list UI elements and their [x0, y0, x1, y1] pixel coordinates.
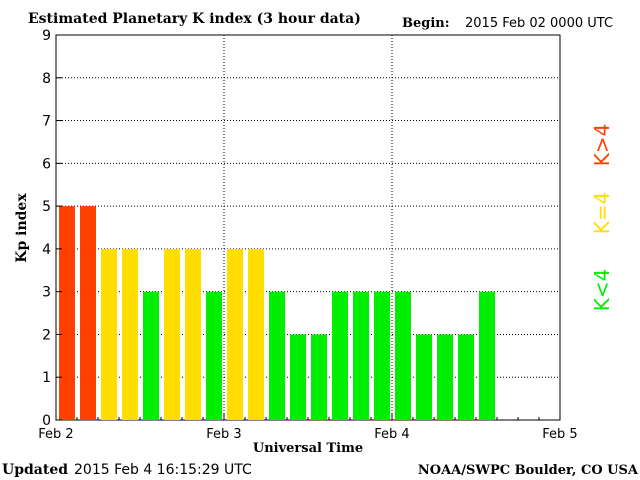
y-tick-label: 5 [42, 199, 51, 215]
kp-bar [395, 291, 411, 420]
x-ticks: Feb 2 Feb 3 Feb 4 Feb 5 [38, 414, 578, 442]
y-tick-label: 8 [42, 71, 51, 87]
x-tick-label: Feb 5 [542, 427, 577, 442]
legend-mid: K=4 [590, 192, 614, 235]
x-tick-label: Feb 2 [38, 427, 73, 442]
y-tick-label: 1 [42, 370, 51, 386]
y-tick-label: 7 [42, 114, 51, 130]
kp-bar [80, 206, 96, 420]
kp-bar [374, 291, 390, 420]
kp-bar [206, 291, 222, 420]
updated-label: Updated [2, 462, 68, 478]
kp-bar [416, 334, 432, 420]
kp-bar [479, 291, 495, 420]
kp-bar [185, 248, 201, 420]
x-tick-label: Feb 3 [206, 427, 241, 442]
kp-bar [59, 206, 75, 420]
kp-bar [332, 291, 348, 420]
legend-high: K>4 [590, 124, 614, 167]
grid-lines [56, 35, 560, 420]
plot-area [55, 34, 561, 421]
y-tick-label: 9 [42, 28, 51, 44]
kp-bar [227, 248, 243, 420]
y-tick-label: 6 [42, 156, 51, 172]
kp-bar [353, 291, 369, 420]
y-ticks: 0 1 2 3 4 5 6 7 8 9 [42, 28, 62, 429]
kp-bar [437, 334, 453, 420]
begin-value: 2015 Feb 02 0000 UTC [465, 16, 613, 31]
kp-bar [458, 334, 474, 420]
begin-label: Begin: [402, 16, 450, 31]
bars [59, 206, 495, 420]
kp-bar [311, 334, 327, 420]
x-axis-label: Universal Time [253, 441, 363, 456]
kp-bar [101, 248, 117, 420]
y-tick-label: 4 [42, 242, 51, 258]
kp-bar [122, 248, 138, 420]
updated-value: 2015 Feb 4 16:15:29 UTC [74, 462, 252, 478]
source-credit: NOAA/SWPC Boulder, CO USA [418, 463, 639, 478]
kp-bar [143, 291, 159, 420]
y-tick-label: 3 [42, 285, 51, 301]
x-tick-label: Feb 4 [374, 427, 409, 442]
kp-bar [290, 334, 306, 420]
kp-bar [164, 248, 180, 420]
legend-low: K<4 [590, 269, 614, 312]
kp-bar [248, 248, 264, 420]
y-axis-label: Kp index [14, 193, 30, 263]
y-tick-label: 0 [42, 413, 51, 429]
kp-bar [269, 291, 285, 420]
y-tick-label: 2 [42, 327, 51, 343]
chart-title: Estimated Planetary K index (3 hour data… [28, 11, 361, 27]
